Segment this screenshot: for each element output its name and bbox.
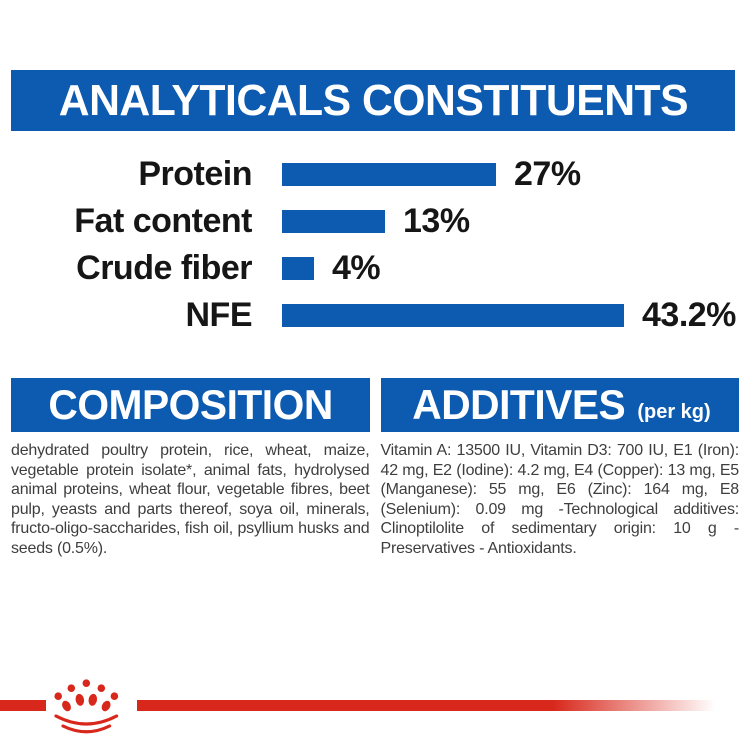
brand-line-right bbox=[137, 700, 715, 711]
chart-row: Crude fiber 4% bbox=[0, 245, 750, 292]
info-columns: COMPOSITION dehydrated poultry protein, … bbox=[11, 378, 739, 558]
chart-value-label: 27% bbox=[514, 155, 581, 193]
additives-unit-label: (per kg) bbox=[637, 400, 711, 423]
chart-row: NFE 43.2% bbox=[0, 292, 750, 339]
chart-bar bbox=[282, 210, 385, 233]
additives-section: ADDITIVES (per kg) Vitamin A: 13500 IU, … bbox=[380, 378, 740, 558]
analytical-constituents-chart: Protein 27% Fat content 13% Crude fiber 4% NFE… bbox=[0, 151, 750, 339]
chart-bar bbox=[282, 304, 624, 327]
chart-row: Protein 27% bbox=[0, 151, 750, 198]
chart-bar bbox=[282, 257, 314, 280]
additives-banner: ADDITIVES (per kg) bbox=[380, 378, 739, 432]
chart-row: Fat content 13% bbox=[0, 198, 750, 245]
additives-title: ADDITIVES bbox=[412, 381, 626, 428]
crown-paw-logo-icon bbox=[54, 679, 119, 734]
chart-value-label: 13% bbox=[403, 202, 470, 240]
chart-category-label: Fat content bbox=[74, 202, 252, 240]
chart-category-label: Protein bbox=[138, 155, 252, 193]
brand-line-left bbox=[0, 700, 46, 711]
chart-category-label: NFE bbox=[185, 296, 253, 334]
chart-bar bbox=[282, 163, 496, 186]
chart-value-label: 4% bbox=[332, 249, 381, 287]
composition-banner: COMPOSITION bbox=[11, 378, 370, 432]
chart-value-label: 43.2% bbox=[642, 296, 736, 334]
composition-title: COMPOSITION bbox=[48, 381, 333, 428]
additives-text: Vitamin A: 13500 IU, Vitamin D3: 700 IU,… bbox=[380, 442, 740, 557]
analytical-constituents-banner: ANALYTICALS CONSTITUENTS bbox=[11, 70, 735, 131]
chart-category-label: Crude fiber bbox=[76, 249, 252, 287]
composition-section: COMPOSITION dehydrated poultry protein, … bbox=[11, 378, 370, 558]
analytical-constituents-title: ANALYTICALS CONSTITUENTS bbox=[58, 75, 688, 125]
composition-text: dehydrated poultry protein, rice, wheat,… bbox=[11, 442, 370, 557]
